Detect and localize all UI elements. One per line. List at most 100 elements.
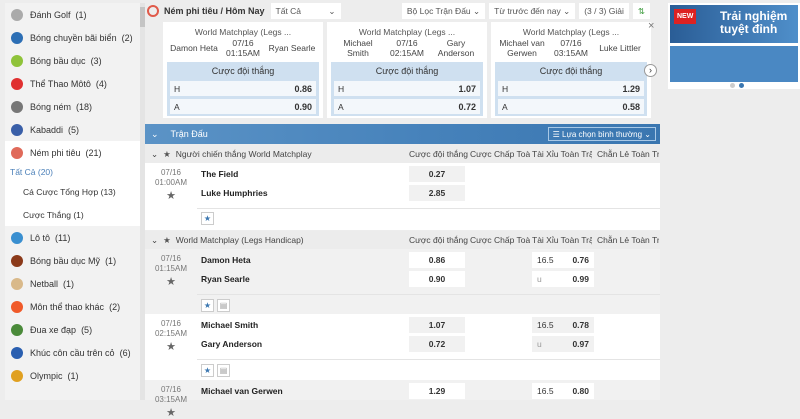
match-filter-dropdown[interactable]: Bộ Lọc Trận Đấu ⌄ xyxy=(401,3,486,19)
odds-button[interactable]: 1.29 xyxy=(409,383,465,399)
sidebar-item[interactable]: Thể Thao Môtô (4) xyxy=(5,72,140,95)
chevron-down-icon: ⌄ xyxy=(328,5,336,16)
top-bar: Ném phi tiêu / Hôm Nay Tất Cả ⌄ Bộ Lọc Tr… xyxy=(145,0,660,22)
odds-button[interactable]: 2.85 xyxy=(409,185,465,201)
close-icon[interactable]: × xyxy=(648,20,655,32)
darts-icon xyxy=(147,5,159,17)
view-option-dropdown[interactable]: ☰ Lựa chọn bình thường ⌄ xyxy=(547,127,656,141)
group-header[interactable]: ⌄ ★ Người chiến thắng World Matchplay Cược … xyxy=(145,145,660,163)
sidebar-item[interactable]: Bóng ném (18) xyxy=(5,95,140,118)
sport-icon xyxy=(11,254,23,267)
sidebar-item[interactable]: Bóng bầu dục (3) xyxy=(5,49,140,72)
star-icon[interactable]: ★ xyxy=(166,276,176,288)
over-odds-button[interactable]: 16.5 0.76 xyxy=(532,252,594,268)
market-select[interactable]: Tất Cả ⌄ xyxy=(270,3,341,19)
sport-icon xyxy=(11,146,23,159)
sort-dropdown[interactable]: Từ trước đến nay ⌄ xyxy=(489,3,576,19)
star-icon[interactable]: ★ xyxy=(166,341,176,353)
section-title: Trận Đấu xyxy=(170,129,208,139)
team-name: Michael van Gerwen xyxy=(201,386,283,396)
sport-icon xyxy=(11,231,23,244)
favorite-star-icon[interactable]: ★ xyxy=(201,212,214,225)
odds-button[interactable]: 0.27 xyxy=(409,166,465,182)
odds-button[interactable]: 0.90 xyxy=(409,271,465,287)
column-header: Chẵn Lẻ Toàn Tr... xyxy=(597,235,659,245)
collapse-icon[interactable]: ⌄ xyxy=(151,234,159,245)
star-icon[interactable]: ★ xyxy=(163,234,171,245)
sport-icon xyxy=(11,54,23,67)
banner-image-footballer xyxy=(670,46,798,82)
next-arrow-icon[interactable]: › xyxy=(644,64,657,77)
collapse-icon[interactable]: ⌄ xyxy=(151,148,159,159)
odds-button[interactable]: 0.86 xyxy=(409,252,465,268)
sidebar-item[interactable]: Kabaddi (5) xyxy=(5,118,140,141)
star-icon[interactable]: ★ xyxy=(166,407,176,419)
carousel-dot[interactable] xyxy=(730,83,735,88)
sidebar-item[interactable]: Đánh Golf (1) xyxy=(5,3,140,26)
featured-match-card[interactable]: World Matchplay (Legs ... Damon Heta 07/1… xyxy=(163,22,323,118)
sports-sidebar: Đánh Golf (1) Bóng chuyền bãi biển (2) Bón… xyxy=(5,3,140,400)
team-name: Michael Smith xyxy=(201,320,259,330)
under-odds-button[interactable]: u 0.97 xyxy=(532,336,594,352)
sidebar-item[interactable]: Bóng bầu dục Mỹ (1) xyxy=(5,249,140,272)
odds-button[interactable]: A 0.72 xyxy=(334,99,480,114)
match-row: 07/16 01:15AM ★ Damon Heta 0.86 Ryan Searle… xyxy=(145,249,660,314)
column-header: Cược đội thắng xyxy=(409,149,468,159)
odds-button[interactable]: H 0.86 xyxy=(170,81,316,96)
page-title: Ném phi tiêu / Hôm Nay xyxy=(164,6,265,16)
column-header: Tài Xỉu Toàn Trận xyxy=(532,235,592,245)
sidebar-item[interactable]: Bóng chuyền bãi biển (2) xyxy=(5,26,140,49)
sport-icon xyxy=(11,277,23,290)
sidebar-item[interactable]: Lô tô (11) xyxy=(5,226,140,249)
sport-icon xyxy=(11,100,23,113)
sidebar-item[interactable]: Ném phi tiêu (21) xyxy=(5,141,140,164)
league-count-button[interactable]: (3 / 3) Giải xyxy=(579,3,629,19)
sport-icon xyxy=(11,8,23,21)
under-odds-button[interactable]: u 0.99 xyxy=(532,271,594,287)
column-header: Cược đội thắng xyxy=(409,235,468,245)
favorite-star-icon[interactable]: ★ xyxy=(201,299,214,312)
favorite-star-icon[interactable]: ★ xyxy=(201,364,214,377)
odds-button[interactable]: H 1.29 xyxy=(498,81,644,96)
match-row: 07/16 01:00AM ★ The Field 0.27 Luke Humphri… xyxy=(145,163,660,230)
carousel-dot-active[interactable] xyxy=(739,83,744,88)
over-odds-button[interactable]: 16.5 0.78 xyxy=(532,317,594,333)
featured-match-card[interactable]: World Matchplay (Legs ... Michael Smith 0… xyxy=(327,22,487,118)
promo-banner[interactable]: NEW Trải nghiệm tuyệt đỉnh xyxy=(668,3,800,89)
sidebar-item[interactable]: Đua xe đạp (5) xyxy=(5,318,140,341)
sidebar-item[interactable]: Olympic (1) xyxy=(5,364,140,387)
matches-header[interactable]: ⌄ Trận Đấu ☰ Lựa chọn bình thường ⌄ xyxy=(145,124,660,144)
team-name: Ryan Searle xyxy=(201,274,250,284)
odds-change-icon[interactable]: ⇅ xyxy=(632,3,650,19)
collapse-icon[interactable]: ⌄ xyxy=(151,128,159,139)
sport-icon xyxy=(11,323,23,336)
sidebar-item[interactable]: Môn thể thao khác (2) xyxy=(5,295,140,318)
featured-match-card[interactable]: World Matchplay (Legs ... Michael van Ge… xyxy=(491,22,651,118)
stats-icon[interactable]: ▤ xyxy=(217,364,230,377)
sidebar-subitem[interactable]: Cược Thắng (1) xyxy=(5,203,140,226)
odds-button[interactable]: 0.72 xyxy=(409,336,465,352)
column-header: Cược Chấp Toà... xyxy=(470,149,530,159)
group-header[interactable]: ⌄ ★ World Matchplay (Legs Handicap) Cược độ… xyxy=(145,231,660,249)
odds-button[interactable]: A 0.58 xyxy=(498,99,644,114)
match-row: 07/16 03:15AM ★ Michael van Gerwen 1.29 16.… xyxy=(145,380,660,419)
sidebar-subitem[interactable]: Cá Cược Tổng Hợp (13) xyxy=(5,180,140,203)
sport-icon xyxy=(11,300,23,313)
team-name: Gary Anderson xyxy=(201,339,263,349)
banner-slide[interactable]: NEW Trải nghiệm tuyệt đỉnh xyxy=(670,5,798,43)
odds-button[interactable]: A 0.90 xyxy=(170,99,316,114)
team-name: The Field xyxy=(201,169,239,179)
team-name: Luke Humphries xyxy=(201,188,268,198)
column-header: Tài Xỉu Toàn Trận xyxy=(532,149,592,159)
sidebar-scrollbar[interactable] xyxy=(140,3,145,400)
over-odds-button[interactable]: 16.5 0.80 xyxy=(532,383,594,399)
sidebar-item[interactable]: Khúc côn cầu trên cỏ (6) xyxy=(5,341,140,364)
stats-icon[interactable]: ▤ xyxy=(217,299,230,312)
odds-button[interactable]: H 1.07 xyxy=(334,81,480,96)
sidebar-item[interactable]: Netball (1) xyxy=(5,272,140,295)
sidebar-subitem[interactable]: Tất Cả (20) xyxy=(5,164,140,180)
star-icon[interactable]: ★ xyxy=(166,190,176,202)
sport-icon xyxy=(11,369,23,382)
odds-button[interactable]: 1.07 xyxy=(409,317,465,333)
star-icon[interactable]: ★ xyxy=(163,148,171,159)
